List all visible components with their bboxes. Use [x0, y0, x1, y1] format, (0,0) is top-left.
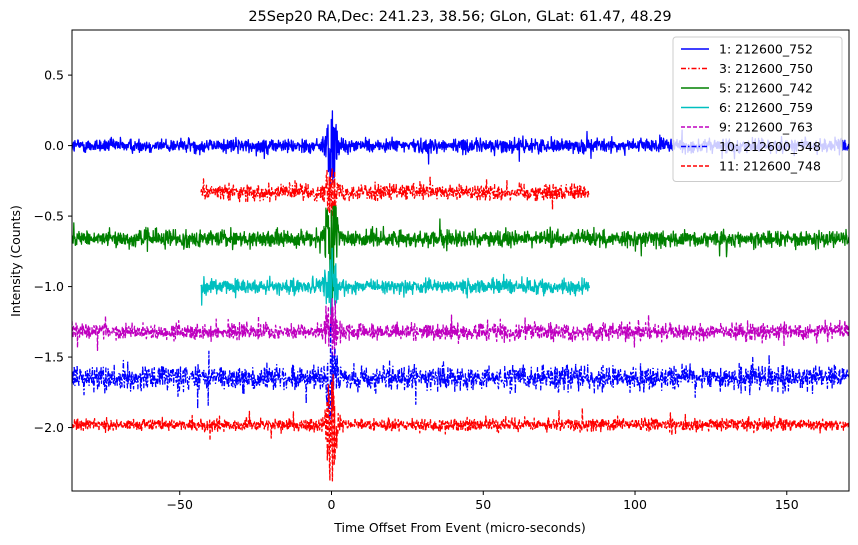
x-tick-label: 100 [623, 497, 647, 512]
chart-title: 25Sep20 RA,Dec: 241.23, 38.56; GLon, GLa… [248, 9, 671, 25]
x-tick-label: 50 [475, 497, 491, 512]
y-tick-label: 0.5 [44, 68, 64, 83]
x-tick-label: 0 [328, 497, 336, 512]
legend-label-6: 10: 212600_548 [719, 139, 821, 154]
x-axis-ticks: −50 0 50 100 150 [167, 491, 799, 512]
legend-label-1: 1: 212600_752 [719, 42, 813, 57]
legend-label-3: 5: 212600_742 [719, 81, 813, 96]
series-line-7 [72, 374, 849, 482]
series-line-4 [200, 247, 590, 317]
y-tick-label: −0.5 [34, 209, 64, 224]
x-tick-label: −50 [167, 497, 193, 512]
x-tick-label: 150 [775, 497, 799, 512]
series-line-5 [72, 297, 849, 373]
y-tick-label: −1.0 [34, 279, 64, 294]
y-axis-label: Intensity (Counts) [8, 205, 23, 317]
legend-label-4: 6: 212600_759 [719, 100, 813, 115]
legend-label-7: 11: 212600_748 [719, 159, 821, 174]
series-line-2 [200, 167, 590, 222]
series-line-3 [72, 205, 849, 299]
y-tick-label: 0.0 [44, 138, 64, 153]
legend-label-5: 9: 212600_763 [719, 120, 813, 135]
legend: 1: 212600_752 3: 212600_750 5: 212600_74… [672, 36, 843, 182]
plot-frame [71, 29, 850, 492]
y-axis-ticks: 0.5 0.0 −0.5 −1.0 −1.5 −2.0 [34, 68, 72, 435]
y-tick-label: −2.0 [34, 420, 64, 435]
legend-label-2: 3: 212600_750 [719, 61, 813, 76]
legend-box [672, 36, 843, 182]
x-axis-label: Time Offset From Event (micro-seconds) [333, 520, 585, 535]
series-line-6 [72, 323, 849, 422]
y-tick-label: −1.5 [34, 350, 64, 365]
